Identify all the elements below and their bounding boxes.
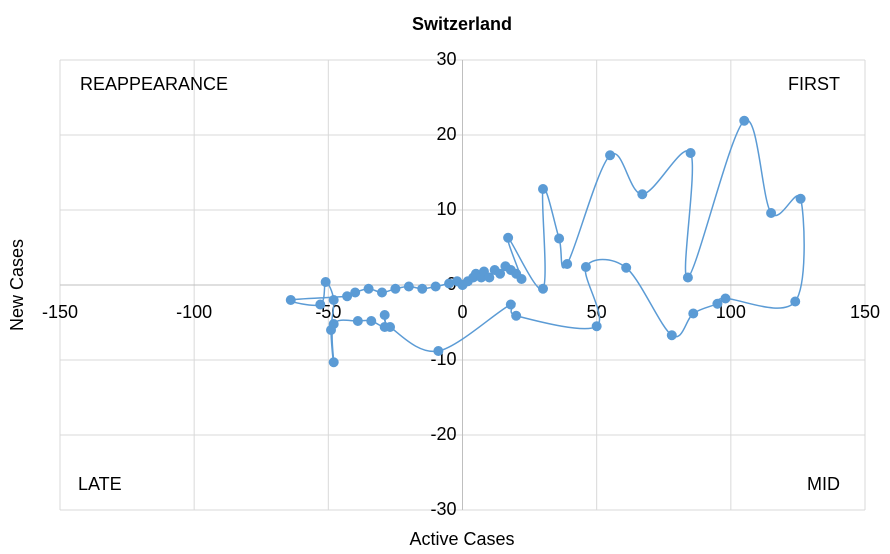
x-tick-label: 150 — [850, 302, 880, 322]
y-tick-label: 10 — [436, 199, 456, 219]
data-point — [326, 325, 337, 335]
data-point — [516, 274, 527, 284]
data-point — [637, 189, 648, 200]
data-point — [377, 287, 387, 298]
data-point — [580, 262, 591, 272]
data-point — [457, 280, 468, 290]
data-point — [403, 281, 414, 292]
x-tick-label: 50 — [587, 302, 607, 322]
data-point — [766, 208, 777, 218]
quadrant-label: FIRST — [788, 74, 840, 94]
data-point — [712, 298, 723, 309]
x-tick-label: 100 — [716, 302, 746, 322]
data-point — [795, 193, 806, 204]
data-point — [315, 299, 326, 310]
data-point — [285, 295, 296, 305]
data-point — [688, 308, 699, 319]
data-point — [538, 283, 548, 294]
data-point — [605, 150, 616, 161]
quadrant-label: LATE — [78, 474, 122, 494]
data-point — [495, 268, 506, 279]
y-tick-label: 30 — [436, 49, 456, 69]
data-point — [511, 310, 522, 321]
data-point — [328, 357, 339, 368]
data-point — [379, 322, 390, 332]
x-tick-label: -100 — [176, 302, 212, 322]
data-point — [682, 272, 693, 283]
data-point — [720, 293, 731, 304]
data-point — [591, 321, 602, 332]
trajectory-line — [289, 119, 805, 364]
data-point — [417, 283, 428, 294]
y-tick-label: 20 — [436, 124, 456, 144]
data-point — [320, 277, 331, 287]
data-point — [538, 184, 548, 194]
data-point — [444, 278, 455, 289]
data-point — [390, 283, 401, 294]
x-tick-label: -150 — [42, 302, 78, 322]
data-point — [666, 330, 677, 341]
chart-title: Switzerland — [412, 14, 512, 34]
data-point — [433, 346, 444, 356]
data-point — [562, 259, 573, 269]
data-point — [503, 232, 514, 243]
data-point — [379, 310, 390, 320]
data-point — [484, 272, 495, 283]
y-tick-label: -20 — [430, 424, 456, 444]
data-point — [328, 295, 339, 305]
data-point — [363, 283, 374, 294]
y-axis-title: New Cases — [7, 239, 27, 331]
data-point — [352, 316, 363, 326]
data-point — [790, 296, 801, 307]
data-point — [621, 262, 632, 273]
data-point — [366, 316, 377, 326]
data-point — [739, 115, 750, 126]
y-tick-label: -30 — [430, 499, 456, 519]
data-point — [350, 287, 361, 298]
quadrant-label: MID — [807, 474, 840, 494]
data-point — [430, 281, 441, 292]
data-point — [554, 233, 565, 244]
x-tick-label: 0 — [457, 302, 467, 322]
x-axis-title: Active Cases — [409, 529, 514, 549]
data-point — [342, 291, 353, 302]
data-point — [505, 299, 516, 310]
quadrant-label: REAPPEARANCE — [80, 74, 228, 94]
data-point — [685, 148, 696, 158]
